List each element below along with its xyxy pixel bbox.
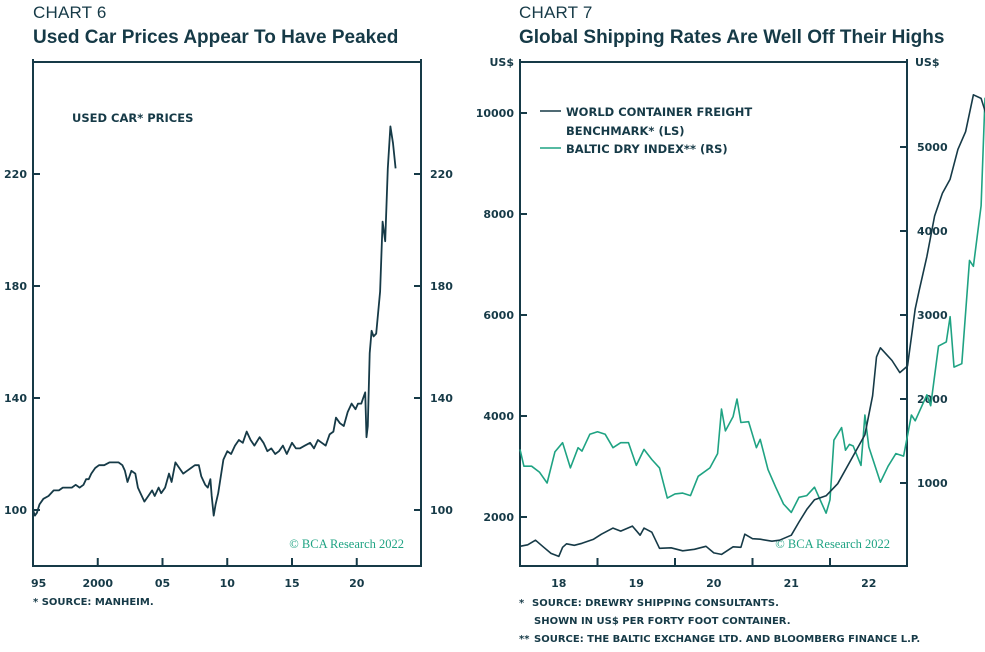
y-tick-label-left: 140 xyxy=(4,392,27,405)
chart6-title: Used Car Prices Appear To Have Peaked xyxy=(33,27,399,48)
y-right-tick-label: 4000 xyxy=(917,225,948,238)
x-tick-label: 95 xyxy=(31,577,46,590)
series-line-used-car-prices xyxy=(32,125,397,517)
x-tick-label: 22 xyxy=(861,577,876,590)
x-tick-label: 20 xyxy=(349,577,365,590)
chart6-footnote: * SOURCE: MANHEIM. xyxy=(33,597,154,608)
y-left-tick-label: 4000 xyxy=(483,410,514,423)
left-axis-unit: US$ xyxy=(489,56,514,69)
right-axis-unit: US$ xyxy=(915,56,940,69)
legend-label-freight: WORLD CONTAINER FREIGHT xyxy=(566,105,752,119)
series-label: USED CAR* PRICES xyxy=(72,111,193,125)
x-tick-label: 19 xyxy=(629,577,644,590)
watermark: © BCA Research 2022 xyxy=(775,537,890,551)
y-tick-label-right: 220 xyxy=(430,168,453,181)
y-left-tick-label: 8000 xyxy=(483,208,514,221)
y-tick-label-left: 220 xyxy=(4,168,27,181)
y-left-tick-label: 2000 xyxy=(483,511,514,524)
x-tick-label: 21 xyxy=(784,577,799,590)
series-line-container-freight xyxy=(519,94,985,558)
chart7-title: Global Shipping Rates Are Well Off Their… xyxy=(519,27,945,48)
y-left-tick-label: 10000 xyxy=(476,107,515,120)
x-tick-label: 15 xyxy=(284,577,299,590)
legend-label-baltic: BALTIC DRY INDEX** (RS) xyxy=(566,142,728,156)
chart7-footnote-3: SOURCE: THE BALTIC EXCHANGE LTD. AND BLO… xyxy=(534,634,921,645)
y-tick-label-right: 100 xyxy=(430,504,453,517)
y-right-tick-label: 3000 xyxy=(917,309,948,322)
y-tick-label-left: 100 xyxy=(4,504,27,517)
y-left-tick-label: 6000 xyxy=(483,309,514,322)
y-right-tick-label: 1000 xyxy=(917,477,948,490)
x-tick-label: 10 xyxy=(220,577,236,590)
chart7-frame xyxy=(519,59,908,567)
series-line-baltic-dry-index xyxy=(519,97,985,514)
x-tick-label: 18 xyxy=(551,577,566,590)
chart7-footnote-2: SHOWN IN US$ PER FORTY FOOT CONTAINER. xyxy=(534,616,791,627)
y-tick-label-right: 140 xyxy=(430,392,453,405)
y-right-tick-label: 2000 xyxy=(917,393,948,406)
y-right-tick-label: 5000 xyxy=(917,141,948,154)
legend-label-freight-2: BENCHMARK* (LS) xyxy=(566,124,685,138)
chart7-footnote-1-mark: * xyxy=(519,598,525,609)
chart6-label: CHART 6 xyxy=(33,3,107,22)
chart7-footnote-3-mark: ** xyxy=(519,634,530,645)
chart7-label: CHART 7 xyxy=(519,3,593,22)
x-tick-label: 20 xyxy=(706,577,722,590)
y-tick-label-right: 180 xyxy=(430,280,453,293)
y-tick-label-left: 180 xyxy=(4,280,27,293)
watermark: © BCA Research 2022 xyxy=(289,537,404,551)
x-tick-label: 05 xyxy=(155,577,170,590)
chart7-footnote-1: SOURCE: DREWRY SHIPPING CONSULTANTS. xyxy=(532,598,779,609)
x-tick-label: 2000 xyxy=(82,577,113,590)
